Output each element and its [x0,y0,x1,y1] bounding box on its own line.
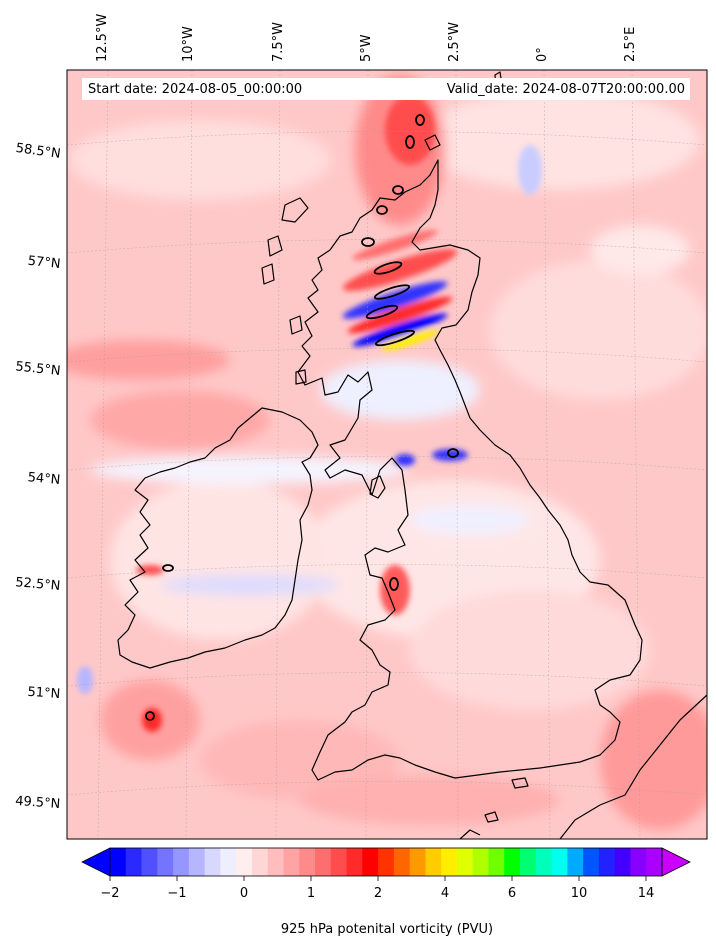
brittany-coast [459,829,481,839]
colorbar-tick-label: 10 [571,886,588,901]
colorbar-segment [504,848,521,876]
colorbar-segment [567,848,584,876]
colorbar-tick-marks [109,876,647,881]
france-coast [559,694,707,839]
colorbar-segment [378,848,395,876]
colorbar-tick-label: −1 [167,886,186,901]
lon-label-10w: 10°W [181,26,196,62]
date-header-box [82,78,690,100]
colorbar-segment [472,848,490,876]
longitude-labels: 12.5°W 10°W 7.5°W 5°W 2.5°W 0° 2.5°E [95,14,638,62]
colorbar-segment [456,848,474,876]
lon-label-2-5e: 2.5°E [623,27,638,62]
hebrides-coast [261,197,309,385]
channel-islands-coast [484,811,499,823]
colorbar-segment [646,848,663,876]
colorbar-under-arrow [81,847,111,877]
colorbar-ticks: −2 −1 0 1 2 4 6 10 14 [100,886,654,901]
isle-of-wight-coast [511,777,529,789]
lat-label-52-5n: 52.5°N [15,575,61,594]
colorbar-over-arrow [661,847,691,877]
colorbar-segment [488,848,505,876]
colorbar-segment [520,848,537,876]
colorbar-segment [157,848,174,876]
colorbar-segment [551,848,568,876]
colorbar-segment [173,848,190,876]
colorbar-segment [125,848,143,876]
colorbar-tick-label: −2 [100,886,119,901]
colorbar-segment [251,848,269,876]
lat-label-51n: 51°N [27,685,61,702]
colorbar-segment [141,848,158,876]
colorbar-segment [110,848,127,876]
valid-date-label: Valid_date: 2024-08-07T20:00:00.00 [447,82,685,97]
colorbar-segment [188,848,206,876]
coastline [117,71,707,839]
colorbar-segment [267,848,284,876]
colorbar-tick-label: 1 [307,886,315,901]
colorbar-segment [409,848,426,876]
isle-of-man-coast [369,475,386,499]
lon-label-2-5w: 2.5°W [447,22,462,62]
start-date-label: Start date: 2024-08-05_00:00:00 [88,82,302,97]
colorbar-frame [109,847,663,877]
map-frame [66,69,708,840]
colorbar-tick-label: 14 [638,886,655,901]
colorbar-segment [425,848,442,876]
lat-label-54n: 54°N [27,470,61,488]
lon-label-7-5w: 7.5°W [271,22,286,62]
colorbar-segment [315,848,332,876]
colorbar-tick-label: 4 [441,886,449,901]
colorbar: −2 −1 0 1 2 4 6 10 14 925 hP [81,847,691,937]
colorbar-segment [630,848,647,876]
colorbar-segment [614,848,631,876]
latitude-labels: 58.5°N 57°N 55.5°N 54°N 52.5°N 51°N 49.5… [15,141,62,812]
colorbar-segment [346,848,363,876]
colorbar-segment [583,848,600,876]
graticule [67,70,707,839]
lon-label-12-5w: 12.5°W [95,14,110,62]
lat-label-58-5n: 58.5°N [15,141,62,162]
colorbar-tick-label: 0 [240,886,248,901]
colorbar-segment [362,848,379,876]
orkney-coast [424,134,441,151]
map-panel: Start date: 2024-08-05_00:00:00 Valid_da… [67,70,707,839]
lat-label-49-5n: 49.5°N [15,794,61,812]
lat-label-55-5n: 55.5°N [15,359,61,379]
colorbar-segment [441,848,458,876]
colorbar-segment [299,848,316,876]
colorbar-segment [283,848,300,876]
colorbar-segments [110,848,663,876]
colorbar-segment [236,848,253,876]
lon-label-5w: 5°W [359,34,374,62]
colorbar-segment [204,848,221,876]
high-pv-contours [145,114,459,721]
colorbar-tick-label: 2 [374,886,382,901]
colorbar-segment [598,848,616,876]
colorbar-label: 925 hPa potenital vorticity (PVU) [281,922,493,937]
colorbar-segment [220,848,237,876]
colorbar-segment [535,848,553,876]
ireland-coast [117,407,319,669]
colorbar-tick-label: 6 [508,886,516,901]
colorbar-segment [393,848,411,876]
highland-vorticity-streaks [77,95,542,732]
lon-label-0: 0° [535,47,550,62]
colorbar-segment [330,848,348,876]
lat-label-57n: 57°N [27,254,61,272]
